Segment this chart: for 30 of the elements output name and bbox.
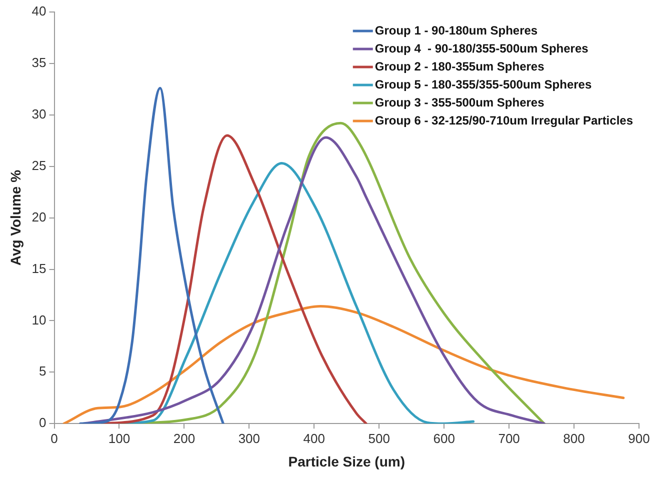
x-tick-label: 600: [433, 430, 455, 446]
x-axis-title: Particle Size (um): [288, 453, 405, 470]
legend-label: Group 5 - 180-355/355-500um Spheres: [374, 77, 592, 92]
legend-label: Group 6 - 32-125/90-710um Irregular Particles: [374, 113, 634, 128]
y-tick-label: 20: [32, 209, 46, 224]
x-tick-label: 300: [238, 430, 260, 446]
legend-label: Group 3 - 355-500um Spheres: [374, 95, 545, 110]
x-tick-label: 100: [108, 430, 130, 446]
y-tick-label: 25: [32, 158, 46, 173]
line-series: [62, 305, 625, 424]
x-tick-label: 400: [303, 430, 325, 446]
y-tick-label: 15: [32, 260, 46, 276]
legend-label: Group 1 - 90-180um Spheres: [374, 23, 538, 38]
y-tick-label: 30: [32, 106, 46, 122]
y-tick-label: 40: [32, 4, 46, 19]
legend-label: Group 4 - 90-180/355-500um Spheres: [374, 41, 589, 56]
x-tick-label: 900: [628, 430, 650, 446]
line-series: [79, 86, 224, 424]
y-axis-title: Avg Volume %: [7, 169, 24, 266]
x-tick-label: 500: [368, 430, 390, 446]
y-tick-label: 0: [39, 415, 46, 430]
x-tick-label: 0: [50, 430, 58, 446]
x-tick-label: 800: [563, 430, 585, 446]
legend-label: Group 2 - 180-355um Spheres: [374, 59, 545, 74]
x-tick-label: 200: [173, 430, 196, 446]
line-series: [101, 134, 368, 424]
y-tick-label: 10: [32, 312, 46, 328]
x-tick-label: 700: [498, 430, 520, 446]
y-tick-label: 35: [32, 55, 46, 70]
y-tick-label: 5: [39, 364, 46, 379]
